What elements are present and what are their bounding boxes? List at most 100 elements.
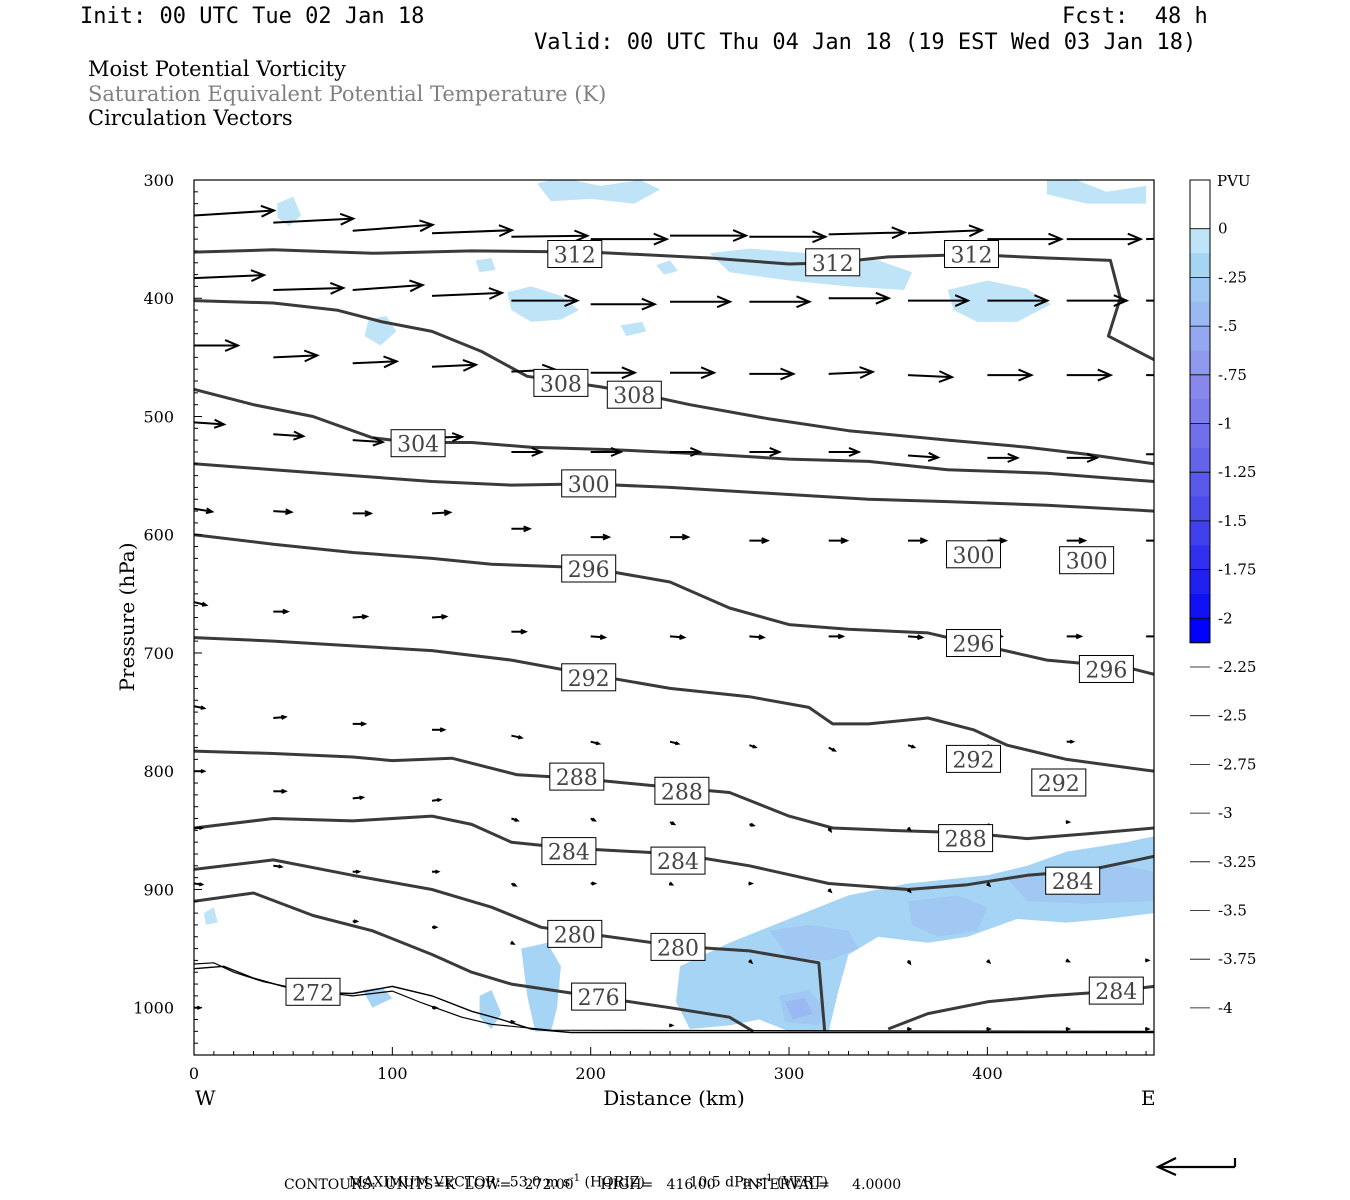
contours-info: CONTOURS: UNITS=K LOW= 272.00 HIGH= 416.… bbox=[284, 1177, 902, 1193]
y-axis-label: Pressure (hPa) bbox=[115, 543, 139, 692]
wind-vector bbox=[986, 959, 992, 965]
contour-label: 308 bbox=[533, 368, 589, 397]
wind-vector bbox=[1066, 452, 1100, 463]
forecast-hour: Fcst: 48 h bbox=[1062, 4, 1208, 29]
wind-vector bbox=[670, 229, 749, 242]
contour-label: 300 bbox=[561, 469, 617, 498]
wind-vector bbox=[194, 204, 277, 218]
wind-vector bbox=[194, 269, 267, 283]
wind-vector bbox=[273, 788, 288, 794]
wind-vector bbox=[352, 279, 426, 293]
east-label: E bbox=[1141, 1086, 1156, 1110]
wind-vector bbox=[827, 827, 833, 834]
contour-label-text: 284 bbox=[1095, 980, 1137, 1005]
contour-label: 312 bbox=[944, 240, 999, 269]
terrain-surface bbox=[194, 962, 1154, 1034]
wind-vector bbox=[749, 367, 796, 381]
wind-vector bbox=[590, 634, 608, 640]
contour-label-text: 292 bbox=[1038, 772, 1080, 797]
wind-vector bbox=[828, 633, 846, 640]
horiz-value: 53.0 m s bbox=[509, 1174, 571, 1191]
contour-label-text: 304 bbox=[397, 433, 439, 458]
wind-vector bbox=[273, 864, 284, 869]
surface-line-inner bbox=[194, 962, 1154, 1032]
wind-vector bbox=[352, 795, 366, 800]
contour-label: 280 bbox=[650, 932, 706, 961]
contour-label-text: 296 bbox=[1085, 659, 1127, 684]
wind-vector bbox=[1146, 539, 1154, 542]
wind-vector bbox=[828, 366, 876, 379]
wind-vector bbox=[1066, 633, 1084, 640]
wind-vector bbox=[986, 882, 992, 888]
vert-tag: (VERT) bbox=[777, 1174, 828, 1191]
wind-vector bbox=[590, 232, 670, 246]
wind-vector bbox=[749, 230, 828, 244]
x-axis-label: Distance (km) bbox=[603, 1086, 745, 1110]
wind-vector bbox=[431, 509, 453, 517]
wind-vector bbox=[511, 229, 590, 243]
y-tick-label: 1000 bbox=[133, 999, 174, 1018]
colorbar-label: -3.75 bbox=[1218, 950, 1256, 968]
wind-vector bbox=[194, 825, 205, 831]
pv-region bbox=[507, 286, 579, 322]
contour-label-text: 284 bbox=[548, 841, 590, 866]
wind-vector bbox=[749, 446, 782, 457]
wind-vector bbox=[1146, 453, 1154, 456]
wind-vector bbox=[906, 959, 912, 966]
init-time: Init: 00 UTC Tue 02 Jan 18 bbox=[80, 4, 425, 29]
contour-line-296 bbox=[194, 533, 1154, 676]
wind-vector bbox=[669, 634, 687, 640]
wind-vector bbox=[907, 634, 925, 640]
wind-vector bbox=[828, 537, 850, 545]
contour-label-text: 308 bbox=[540, 372, 582, 397]
wind-vector bbox=[273, 508, 294, 516]
contour-line-308 bbox=[194, 299, 1154, 466]
colorbar-segment bbox=[1190, 618, 1210, 644]
wind-vector bbox=[1066, 232, 1144, 246]
colorbar-segment bbox=[1190, 350, 1210, 376]
wind-vector bbox=[1065, 958, 1071, 963]
x-tick-label: 100 bbox=[377, 1064, 408, 1083]
y-tick-label: 900 bbox=[143, 880, 174, 899]
contour-label-text: 272 bbox=[292, 981, 334, 1006]
colorbar-segment bbox=[1190, 423, 1210, 449]
contour-label: 284 bbox=[1088, 976, 1144, 1005]
wind-vector bbox=[510, 1019, 516, 1025]
colorbar-segment bbox=[1190, 594, 1210, 619]
colorbar-frame bbox=[1189, 179, 1211, 644]
colorbar-segment bbox=[1190, 569, 1210, 595]
pv-region bbox=[277, 196, 302, 227]
y-tick-label: 600 bbox=[143, 526, 174, 545]
wind-vector bbox=[511, 817, 520, 822]
wind-vector bbox=[511, 446, 544, 457]
contour-label-text: 288 bbox=[661, 780, 703, 805]
wind-vector bbox=[194, 339, 241, 352]
wind-vector bbox=[273, 281, 346, 295]
wind-vector bbox=[1066, 368, 1114, 382]
horiz-unit-sup: -1 bbox=[570, 1173, 581, 1184]
y-tick-label: 400 bbox=[143, 289, 174, 308]
colorbar-segment bbox=[1190, 228, 1210, 254]
wind-vector bbox=[194, 882, 205, 887]
contour-label-text: 312 bbox=[554, 244, 596, 269]
contour-label-text: 300 bbox=[568, 473, 610, 498]
colorbar-label: -2 bbox=[1218, 609, 1233, 627]
colorbar-label: -1.25 bbox=[1218, 463, 1256, 481]
contour-label: 284 bbox=[650, 846, 706, 875]
colorbar-label: -4 bbox=[1218, 999, 1233, 1017]
colorbar-label: -1.75 bbox=[1218, 561, 1256, 579]
contour-label: 304 bbox=[390, 429, 446, 458]
x-tick-label: 300 bbox=[774, 1064, 805, 1083]
wind-vector bbox=[1144, 958, 1151, 963]
colorbar-segment bbox=[1190, 496, 1210, 522]
wind-vector bbox=[1066, 739, 1076, 744]
wind-vector bbox=[1065, 1026, 1072, 1032]
wind-vector bbox=[670, 446, 703, 457]
contour-label: 312 bbox=[805, 248, 861, 277]
y-tick-label: 300 bbox=[143, 171, 174, 190]
wind-vector bbox=[749, 295, 812, 309]
colorbar-label: -.5 bbox=[1218, 317, 1237, 335]
contour-label-text: 312 bbox=[951, 244, 993, 269]
contour-label-text: 300 bbox=[1066, 550, 1108, 575]
colorbar-segment bbox=[1190, 520, 1210, 546]
